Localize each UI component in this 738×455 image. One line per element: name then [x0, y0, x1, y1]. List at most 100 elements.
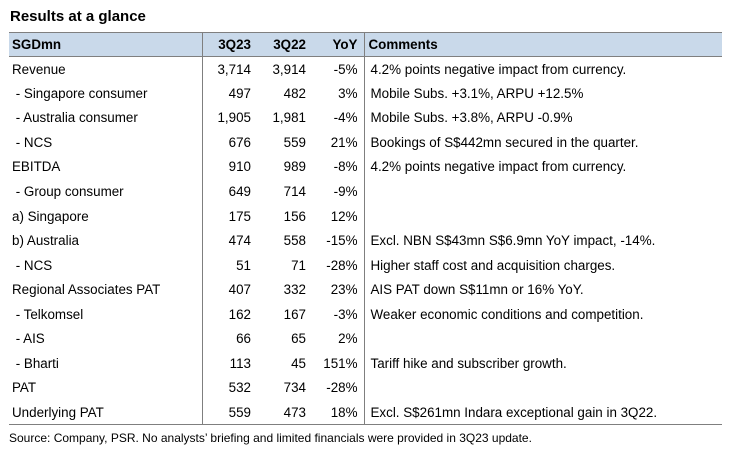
value-3q22: 558 [283, 233, 306, 249]
table-row: Regional Associates PAT 407 332 23% AIS PAT … [9, 277, 722, 302]
value-3q22: 734 [283, 380, 306, 396]
table-header-row: SGDmn 3Q23 3Q22 YoY Comments [9, 32, 722, 57]
table-row: - NCS 51 71 -28% Higher staff cost and acqui… [9, 252, 722, 278]
comment: Excl. S$261mn Indara exceptional gain in… [364, 400, 722, 426]
header-sgdmn: SGDmn [9, 32, 203, 57]
table-row: - AIS 66 65 2% [9, 326, 722, 352]
row-label: - Singapore consumer [9, 81, 203, 106]
table-row: - Bharti 113 45 151% Tariff hike and subscri… [9, 351, 722, 376]
table-row: - Telkomsel 162 167 -3% Weaker economic cond… [9, 301, 722, 327]
value-yoy: -15% [314, 228, 365, 253]
table-row: - Australia consumer 1,905 1,981 -4% Mobile … [9, 105, 722, 131]
value-yoy: -4% [314, 105, 365, 131]
value-yoy: 18% [314, 400, 365, 426]
header-3q22: 3Q22 [259, 32, 314, 57]
value-3q23: 910 [228, 159, 251, 175]
table-row: Revenue 3,714 3,914 -5% 4.2% points negative… [9, 56, 722, 82]
comment: Weaker economic conditions and competiti… [370, 306, 644, 322]
row-label: Underlying PAT [9, 400, 203, 426]
value-3q23: 1,905 [217, 110, 251, 126]
value-yoy: -28% [314, 252, 365, 278]
results-table: SGDmn 3Q23 3Q22 YoY Comments Revenue 3,71… [9, 32, 722, 426]
value-3q23: 497 [228, 85, 251, 101]
table-row: Underlying PAT 559 473 18% Excl. S$261mn Ind… [9, 400, 722, 426]
comment: 4.2% points negative impact from currenc… [370, 159, 627, 175]
row-label: Regional Associates PAT [9, 277, 203, 302]
value-yoy: 3% [314, 81, 365, 106]
value-3q23: 113 [229, 355, 251, 371]
comment: Mobile Subs. +3.8%, ARPU -0.9% [370, 110, 573, 126]
header-yoy: YoY [314, 32, 365, 57]
comment [364, 376, 722, 401]
value-3q23: 407 [228, 282, 251, 298]
value-3q22: 473 [259, 400, 314, 426]
comment: Bookings of S$442mn secured in the quart… [370, 134, 639, 150]
row-label: b) Australia [9, 228, 203, 253]
table-row: - Singapore consumer 497 482 3% Mobile Subs.… [9, 81, 722, 106]
comment [364, 179, 722, 204]
value-3q22: 167 [283, 306, 306, 322]
comment: 4.2% points negative impact from currenc… [370, 61, 627, 77]
value-3q22: 3,914 [272, 61, 306, 77]
value-3q23: 3,714 [217, 61, 251, 77]
table-body: Revenue 3,714 3,914 -5% 4.2% points negative… [9, 56, 722, 426]
value-3q22: 45 [291, 355, 306, 371]
row-label: - Australia consumer [9, 105, 203, 131]
value-3q23: 66 [236, 331, 251, 347]
table-row: EBITDA 910 989 -8% 4.2% points negative impa… [9, 154, 722, 180]
page-title: Results at a glance [10, 8, 146, 25]
value-3q22: 1,981 [272, 110, 306, 126]
comment [364, 204, 722, 229]
value-3q23: 676 [228, 134, 251, 150]
table-row: - Group consumer 649 714 -9% [9, 179, 722, 204]
value-3q23: 474 [228, 233, 251, 249]
value-3q22: 989 [283, 159, 306, 175]
source-note: Source: Company, PSR. No analysts’ brief… [9, 431, 532, 445]
table-row: b) Australia 474 558 -15% Excl. NBN S$43mn S… [9, 228, 722, 253]
value-3q23: 51 [236, 257, 251, 273]
value-3q22: 482 [283, 85, 306, 101]
table-row: - NCS 676 559 21% Bookings of S$442mn secure… [9, 130, 722, 155]
table-row: a) Singapore 175 156 12% [9, 203, 722, 229]
value-3q23: 162 [228, 306, 251, 322]
value-yoy: 2% [314, 326, 365, 352]
value-3q22: 559 [283, 134, 306, 150]
row-label: PAT [9, 375, 203, 401]
comment: Higher staff cost and acquisition charge… [370, 257, 616, 273]
value-3q23: 559 [202, 400, 259, 426]
row-label: - NCS [9, 252, 203, 278]
comment: Mobile Subs. +3.1%, ARPU +12.5% [370, 85, 584, 101]
value-3q23: 175 [228, 208, 251, 224]
value-yoy: 151% [314, 351, 365, 376]
value-3q22: 65 [291, 331, 306, 347]
value-yoy: -28% [314, 375, 365, 401]
value-yoy: 21% [314, 130, 365, 155]
row-label: - Group consumer [9, 179, 203, 204]
value-yoy: 23% [314, 277, 365, 302]
value-3q23: 649 [228, 184, 251, 199]
header-comments: Comments [364, 32, 722, 57]
row-label: EBITDA [9, 154, 203, 180]
row-label: - NCS [9, 130, 203, 155]
comment: Excl. NBN S$43mn S$6.9mn YoY impact, -14… [370, 233, 656, 249]
value-3q23: 532 [228, 380, 251, 396]
value-yoy: -5% [314, 56, 365, 82]
value-3q22: 332 [283, 282, 306, 298]
value-3q22: 71 [291, 257, 306, 273]
header-3q23: 3Q23 [202, 32, 259, 57]
comment: AIS PAT down S$11mn or 16% YoY. [370, 282, 584, 298]
comment: Tariff hike and subscriber growth. [370, 355, 567, 371]
value-yoy: -8% [314, 154, 365, 180]
value-3q22: 714 [283, 184, 306, 199]
value-yoy: 12% [314, 203, 365, 229]
value-yoy: -9% [314, 179, 365, 204]
value-yoy: -3% [314, 301, 365, 327]
row-label: - AIS [9, 326, 203, 352]
comment [364, 327, 722, 352]
row-label: - Bharti [9, 351, 203, 376]
row-label: Revenue [9, 56, 203, 82]
row-label: a) Singapore [9, 203, 203, 229]
row-label: - Telkomsel [9, 301, 203, 327]
table-row: PAT 532 734 -28% [9, 375, 722, 401]
value-3q22: 156 [283, 208, 306, 224]
